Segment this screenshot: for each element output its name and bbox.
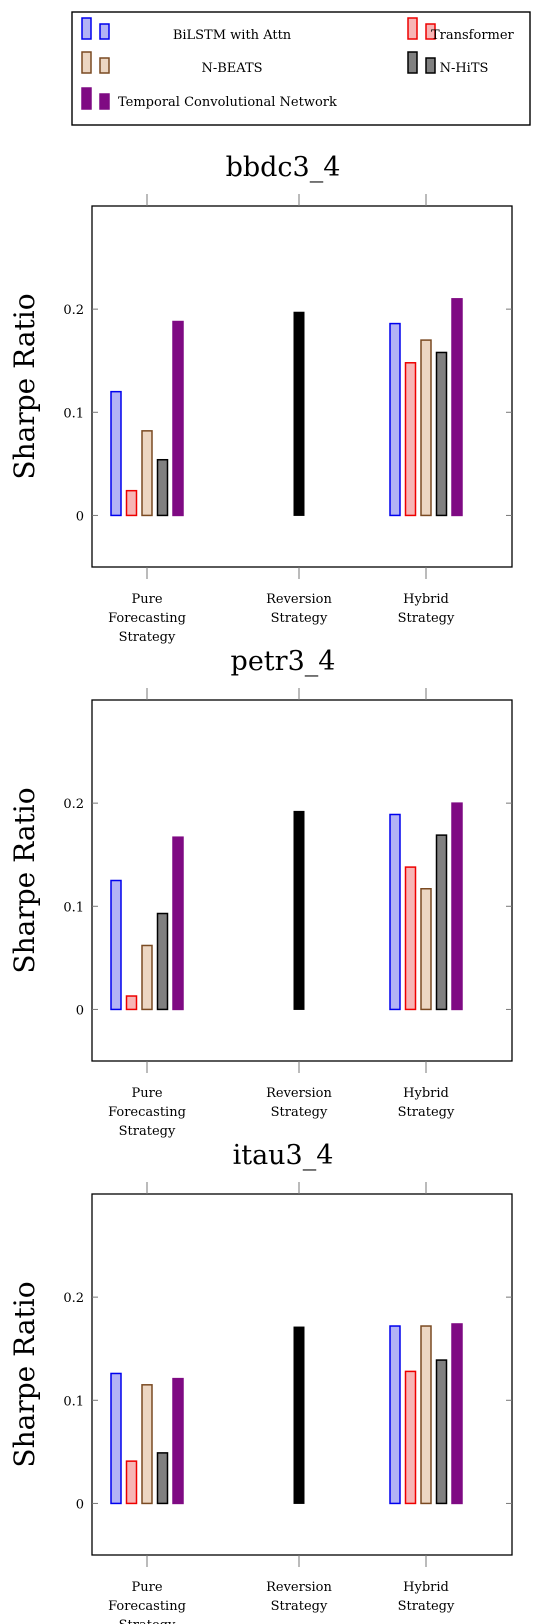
bar-n-beats-hybrid	[420, 339, 432, 517]
y-tick-label: 0.2	[63, 303, 84, 318]
bar-transformer-hybrid	[404, 1370, 417, 1505]
legend-entry-n-hits: N-HiTS	[407, 51, 489, 76]
legend-label: Transformer	[431, 28, 515, 43]
legend-marker	[99, 93, 110, 110]
bar-n-beats-pure	[141, 944, 153, 1011]
bar-transformer-pure	[125, 1460, 138, 1505]
legend-entry-temporal-convolutional-network: Temporal Convolutional Network	[81, 87, 337, 110]
y-tick-label: 0.1	[63, 406, 84, 421]
category-label-reversion-strategy: Reversion Strategy	[266, 592, 332, 626]
bar-bilstm-with-attn-pure	[110, 879, 122, 1011]
legend-label: Temporal Convolutional Network	[118, 95, 337, 110]
legend-label: N-HiTS	[440, 61, 489, 76]
legend-box	[71, 11, 531, 126]
y-tick-label: 0.1	[63, 900, 84, 915]
y-axis-label: Sharpe Ratio	[8, 293, 41, 479]
category-label-reversion-strategy: Reversion Strategy	[266, 1580, 332, 1614]
plot-frame	[91, 699, 513, 1062]
legend-entry-transformer: Transformer	[407, 17, 515, 43]
y-tick-label: 0	[76, 1497, 84, 1512]
bar-bilstm-with-attn-hybrid	[389, 1325, 401, 1505]
legend-marker	[407, 51, 418, 74]
chart-title: bbdc3_4	[226, 152, 341, 183]
bar-bilstm-with-attn-pure	[110, 1372, 122, 1505]
legend: BiLSTM with Attn Transformer N-BEATS N-HiTS…	[71, 11, 531, 126]
legend-label: N-BEATS	[201, 61, 262, 76]
legend-marker	[81, 17, 92, 40]
bar-transformer-hybrid	[404, 866, 417, 1011]
chart-panel-bbdc3-4: bbdc3_4 Sharpe Ratio 0 0.1 0.2 Pure Forecastin…	[8, 152, 513, 645]
y-tick-label: 0	[76, 1003, 84, 1018]
bar-n-hits-pure	[156, 1452, 169, 1505]
legend-marker	[407, 17, 418, 40]
chart-title: itau3_4	[233, 1140, 334, 1171]
y-tick-label: 0	[76, 509, 84, 524]
bar-bilstm-with-attn-pure	[110, 390, 122, 517]
category-label-reversion-strategy: Reversion Strategy	[266, 1086, 332, 1120]
bar-n-beats-pure	[141, 1384, 153, 1505]
bar-temporal-convolutional-network-hybrid	[451, 802, 463, 1011]
bar-n-beats-hybrid	[420, 1325, 432, 1505]
plot-frame	[91, 205, 513, 568]
bar-n-hits-hybrid	[435, 1359, 448, 1505]
charts: bbdc3_4 Sharpe Ratio 0 0.1 0.2 Pure Forecastin…	[8, 152, 513, 1624]
bar-n-hits-hybrid	[435, 834, 448, 1011]
bar-temporal-convolutional-network-pure	[172, 320, 184, 517]
legend-label: BiLSTM with Attn	[173, 28, 292, 43]
bar-reversion-strategy	[293, 1326, 305, 1504]
legend-entry-n-beats: N-BEATS	[81, 51, 263, 76]
bar-temporal-convolutional-network-hybrid	[451, 298, 463, 517]
y-axis-label: Sharpe Ratio	[8, 1281, 41, 1467]
y-tick-label: 0.2	[63, 1291, 84, 1306]
legend-marker	[425, 23, 436, 40]
legend-marker	[81, 51, 92, 74]
bar-temporal-convolutional-network-hybrid	[451, 1323, 463, 1505]
bar-bilstm-with-attn-hybrid	[389, 813, 401, 1011]
y-axis-label: Sharpe Ratio	[8, 787, 41, 973]
bar-n-beats-pure	[141, 430, 153, 517]
category-label-hybrid-strategy: Hybrid Strategy	[398, 592, 455, 626]
y-tick-label: 0.1	[63, 1394, 84, 1409]
category-label-hybrid-strategy: Hybrid Strategy	[398, 1086, 455, 1120]
bar-transformer-pure	[125, 995, 138, 1011]
bar-transformer-pure	[125, 489, 138, 517]
bar-reversion-strategy	[293, 810, 305, 1010]
bar-temporal-convolutional-network-pure	[172, 836, 184, 1011]
y-tick-label: 0.2	[63, 797, 84, 812]
legend-marker	[425, 57, 436, 74]
bar-n-hits-pure	[156, 458, 169, 517]
bar-n-beats-hybrid	[420, 888, 432, 1011]
bar-n-hits-pure	[156, 912, 169, 1011]
legend-marker	[99, 23, 110, 40]
legend-marker	[99, 57, 110, 74]
chart-panel-itau3-4: itau3_4 Sharpe Ratio 0 0.1 0.2 Pure Forecastin…	[8, 1140, 513, 1624]
legend-marker	[81, 87, 92, 110]
category-label-hybrid-strategy: Hybrid Strategy	[398, 1580, 455, 1614]
bar-temporal-convolutional-network-pure	[172, 1377, 184, 1505]
bar-reversion-strategy	[293, 311, 305, 516]
legend-entry-bilstm-with-attn: BiLSTM with Attn	[81, 17, 292, 43]
bar-n-hits-hybrid	[435, 351, 448, 517]
bar-transformer-hybrid	[404, 362, 417, 517]
chart-panel-petr3-4: petr3_4 Sharpe Ratio 0 0.1 0.2 Pure Forecastin…	[8, 646, 513, 1139]
plot-frame	[91, 1193, 513, 1556]
chart-title: petr3_4	[231, 646, 336, 677]
bar-bilstm-with-attn-hybrid	[389, 322, 401, 517]
